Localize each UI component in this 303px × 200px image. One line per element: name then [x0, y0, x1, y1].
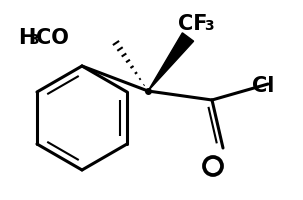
Polygon shape	[148, 33, 194, 91]
Text: Cl: Cl	[252, 76, 275, 96]
Text: H: H	[18, 28, 35, 48]
Text: CF: CF	[178, 14, 208, 34]
Text: 3: 3	[204, 19, 214, 33]
Text: CO: CO	[36, 28, 69, 48]
Text: 3: 3	[29, 33, 38, 47]
